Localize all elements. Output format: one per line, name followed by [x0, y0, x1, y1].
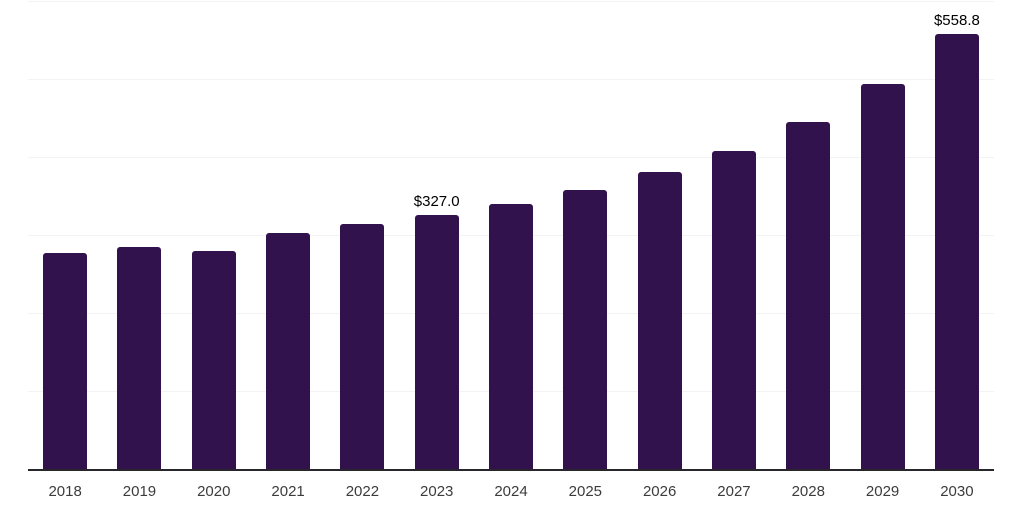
- x-tick-label-2023: 2023: [420, 483, 454, 500]
- bar-column-2029: [845, 2, 919, 470]
- bar-column-2030: $558.8: [920, 2, 994, 470]
- bar-column-2019: [102, 2, 176, 470]
- bar-2022: [340, 223, 385, 470]
- bar-2024: [489, 204, 534, 470]
- bar-2021: [266, 232, 311, 470]
- bars-layer: $327.0 $558.8: [28, 2, 994, 470]
- gridline-500: [28, 79, 994, 80]
- x-axis-line: [28, 469, 994, 471]
- bar-column-2020: [177, 2, 251, 470]
- bar-2025: [563, 189, 608, 470]
- bar-value-label: $327.0: [413, 192, 460, 210]
- bar-value-label: $558.8: [933, 12, 980, 30]
- x-tick-label-2020: 2020: [197, 483, 231, 500]
- x-tick-label-2019: 2019: [122, 483, 157, 500]
- bar-2027: [711, 150, 756, 470]
- bar-2023: [414, 214, 459, 470]
- x-tick-label-2025: 2025: [568, 483, 603, 500]
- x-tick-label-2027: 2027: [717, 483, 751, 500]
- bar-2019: [117, 246, 162, 470]
- bar-2018: [43, 253, 88, 470]
- bar-2026: [637, 172, 682, 470]
- bar-column-2023: $327.0: [400, 2, 474, 470]
- bar-column-2022: [325, 2, 399, 470]
- bar-2028: [786, 122, 831, 470]
- x-tick-label-2018: 2018: [48, 483, 82, 500]
- x-tick-label-2028: 2028: [791, 483, 825, 500]
- gridline-600: [28, 1, 994, 2]
- bar-column-2024: [474, 2, 548, 470]
- x-tick-label-2030: 2030: [940, 483, 974, 500]
- bar-column-2025: [548, 2, 622, 470]
- x-tick-label-2029: 2029: [865, 483, 900, 500]
- x-tick-label-2021: 2021: [271, 483, 305, 500]
- x-axis-labels: 2018 2019 2020 2021 2022 2023 2024 2025 2026 2027…: [28, 483, 994, 501]
- x-tick-label-2024: 2024: [494, 483, 528, 500]
- bar-column-2028: [771, 2, 845, 470]
- bar-column-2027: [697, 2, 771, 470]
- plot-area: $327.0 $558.8: [28, 1, 994, 471]
- bar-column-2021: [251, 2, 325, 470]
- bar-2020: [191, 250, 236, 470]
- bar-column-2018: [28, 2, 102, 470]
- gridline-400: [28, 157, 994, 159]
- x-tick-label-2022: 2022: [345, 483, 380, 500]
- bar-2030: [934, 34, 979, 470]
- bar-column-2026: [623, 2, 697, 470]
- x-tick-label-2026: 2026: [642, 483, 677, 500]
- bar-2029: [860, 83, 905, 470]
